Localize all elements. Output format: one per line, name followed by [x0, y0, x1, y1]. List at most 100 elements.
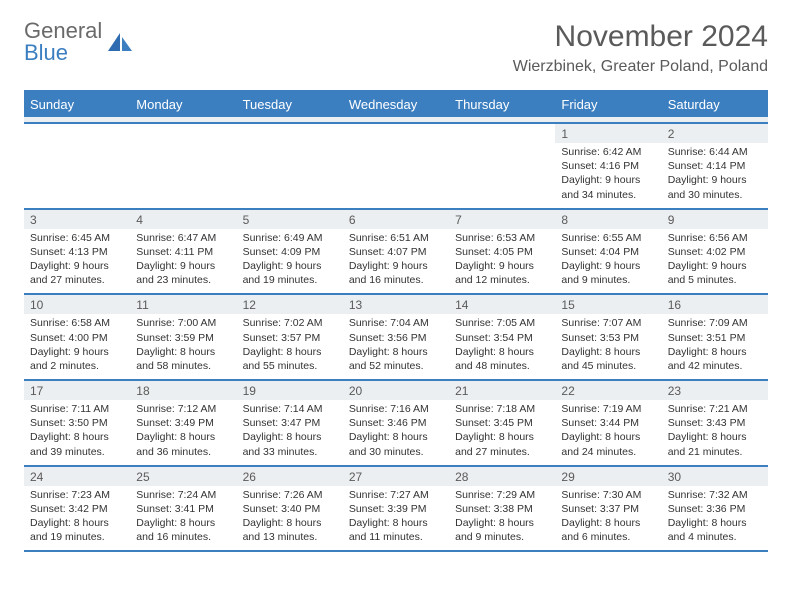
day-sr: Sunrise: 6:49 AM	[243, 231, 337, 245]
day-ss: Sunset: 3:53 PM	[561, 331, 655, 345]
day-d1: Daylight: 8 hours	[668, 516, 762, 530]
week-row: 10111213141516Sunrise: 6:58 AMSunset: 4:…	[24, 295, 768, 381]
day-sr: Sunrise: 7:12 AM	[136, 402, 230, 416]
day-d1: Daylight: 8 hours	[561, 345, 655, 359]
day-number: 1	[555, 124, 661, 143]
day-info-row: Sunrise: 6:42 AMSunset: 4:16 PMDaylight:…	[24, 143, 768, 208]
day-sr: Sunrise: 7:23 AM	[30, 488, 124, 502]
day-d1: Daylight: 8 hours	[455, 516, 549, 530]
day-d2: and 2 minutes.	[30, 359, 124, 373]
day-d2: and 9 minutes.	[455, 530, 549, 544]
weekday-header-row: SundayMondayTuesdayWednesdayThursdayFrid…	[24, 92, 768, 117]
day-d1: Daylight: 9 hours	[561, 173, 655, 187]
day-sr: Sunrise: 7:09 AM	[668, 316, 762, 330]
day-d1: Daylight: 8 hours	[349, 516, 443, 530]
day-ss: Sunset: 3:49 PM	[136, 416, 230, 430]
day-ss: Sunset: 3:44 PM	[561, 416, 655, 430]
day-sr: Sunrise: 7:00 AM	[136, 316, 230, 330]
day-ss: Sunset: 4:09 PM	[243, 245, 337, 259]
day-d1: Daylight: 8 hours	[136, 430, 230, 444]
day-d1: Daylight: 8 hours	[243, 516, 337, 530]
day-d2: and 27 minutes.	[30, 273, 124, 287]
weekday-header: Sunday	[24, 92, 130, 117]
day-info: Sunrise: 7:29 AMSunset: 3:38 PMDaylight:…	[449, 486, 555, 551]
day-ss: Sunset: 3:39 PM	[349, 502, 443, 516]
day-ss: Sunset: 3:37 PM	[561, 502, 655, 516]
day-d1: Daylight: 8 hours	[136, 345, 230, 359]
day-info: Sunrise: 7:05 AMSunset: 3:54 PMDaylight:…	[449, 314, 555, 379]
day-info: Sunrise: 7:12 AMSunset: 3:49 PMDaylight:…	[130, 400, 236, 465]
day-number: 12	[237, 295, 343, 314]
day-number: 24	[24, 467, 130, 486]
day-number: 22	[555, 381, 661, 400]
day-d2: and 19 minutes.	[243, 273, 337, 287]
day-sr: Sunrise: 7:30 AM	[561, 488, 655, 502]
day-info: Sunrise: 7:21 AMSunset: 3:43 PMDaylight:…	[662, 400, 768, 465]
day-info-row: Sunrise: 6:58 AMSunset: 4:00 PMDaylight:…	[24, 314, 768, 379]
day-number-row: 12	[24, 124, 768, 143]
day-number: 29	[555, 467, 661, 486]
day-number	[343, 124, 449, 143]
day-info: Sunrise: 7:18 AMSunset: 3:45 PMDaylight:…	[449, 400, 555, 465]
day-info	[130, 143, 236, 208]
day-info: Sunrise: 7:32 AMSunset: 3:36 PMDaylight:…	[662, 486, 768, 551]
day-number: 17	[24, 381, 130, 400]
day-number-row: 24252627282930	[24, 467, 768, 486]
day-ss: Sunset: 3:41 PM	[136, 502, 230, 516]
day-number: 30	[662, 467, 768, 486]
day-d1: Daylight: 9 hours	[136, 259, 230, 273]
day-number: 16	[662, 295, 768, 314]
day-ss: Sunset: 4:07 PM	[349, 245, 443, 259]
day-info: Sunrise: 6:42 AMSunset: 4:16 PMDaylight:…	[555, 143, 661, 208]
sail-icon	[106, 31, 134, 53]
day-d2: and 48 minutes.	[455, 359, 549, 373]
day-number: 14	[449, 295, 555, 314]
day-d1: Daylight: 8 hours	[561, 516, 655, 530]
day-d2: and 36 minutes.	[136, 445, 230, 459]
day-d2: and 45 minutes.	[561, 359, 655, 373]
day-d1: Daylight: 9 hours	[561, 259, 655, 273]
day-d2: and 6 minutes.	[561, 530, 655, 544]
day-info: Sunrise: 7:30 AMSunset: 3:37 PMDaylight:…	[555, 486, 661, 551]
day-number: 23	[662, 381, 768, 400]
day-d2: and 16 minutes.	[349, 273, 443, 287]
week-row: 17181920212223Sunrise: 7:11 AMSunset: 3:…	[24, 381, 768, 467]
day-sr: Sunrise: 7:19 AM	[561, 402, 655, 416]
day-info: Sunrise: 6:49 AMSunset: 4:09 PMDaylight:…	[237, 229, 343, 294]
week-row: 12Sunrise: 6:42 AMSunset: 4:16 PMDayligh…	[24, 124, 768, 210]
day-ss: Sunset: 3:59 PM	[136, 331, 230, 345]
day-sr: Sunrise: 7:24 AM	[136, 488, 230, 502]
day-d2: and 21 minutes.	[668, 445, 762, 459]
day-sr: Sunrise: 7:27 AM	[349, 488, 443, 502]
day-d1: Daylight: 9 hours	[243, 259, 337, 273]
day-number: 4	[130, 210, 236, 229]
day-d2: and 30 minutes.	[349, 445, 443, 459]
day-info: Sunrise: 6:53 AMSunset: 4:05 PMDaylight:…	[449, 229, 555, 294]
day-sr: Sunrise: 6:56 AM	[668, 231, 762, 245]
title-month: November 2024	[513, 20, 768, 54]
title-block: November 2024 Wierzbinek, Greater Poland…	[513, 20, 768, 76]
weekday-header: Friday	[555, 92, 661, 117]
day-info: Sunrise: 6:44 AMSunset: 4:14 PMDaylight:…	[662, 143, 768, 208]
day-info: Sunrise: 7:16 AMSunset: 3:46 PMDaylight:…	[343, 400, 449, 465]
day-info: Sunrise: 6:51 AMSunset: 4:07 PMDaylight:…	[343, 229, 449, 294]
day-info-row: Sunrise: 6:45 AMSunset: 4:13 PMDaylight:…	[24, 229, 768, 294]
weekday-header: Thursday	[449, 92, 555, 117]
day-d1: Daylight: 9 hours	[668, 259, 762, 273]
header: General Blue November 2024 Wierzbinek, G…	[24, 20, 768, 76]
day-number	[130, 124, 236, 143]
day-d2: and 12 minutes.	[455, 273, 549, 287]
day-sr: Sunrise: 7:29 AM	[455, 488, 549, 502]
day-sr: Sunrise: 6:51 AM	[349, 231, 443, 245]
spacer-row	[24, 117, 768, 124]
day-number: 21	[449, 381, 555, 400]
day-number: 27	[343, 467, 449, 486]
brand-logo: General Blue	[24, 20, 134, 64]
day-sr: Sunrise: 7:32 AM	[668, 488, 762, 502]
day-ss: Sunset: 4:16 PM	[561, 159, 655, 173]
day-sr: Sunrise: 6:45 AM	[30, 231, 124, 245]
day-number: 2	[662, 124, 768, 143]
day-ss: Sunset: 3:50 PM	[30, 416, 124, 430]
day-info: Sunrise: 6:56 AMSunset: 4:02 PMDaylight:…	[662, 229, 768, 294]
weekday-header: Monday	[130, 92, 236, 117]
